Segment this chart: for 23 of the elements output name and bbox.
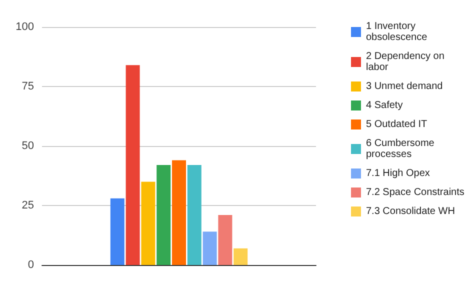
y-tick-label: 0 [28, 259, 34, 271]
legend-label: 7.1 High Opex [366, 168, 430, 179]
legend-label: 6 Cumbersome processes [366, 138, 438, 160]
y-tick-label: 50 [22, 140, 34, 152]
bar [202, 232, 217, 265]
bar [172, 160, 186, 265]
bar [126, 65, 140, 265]
bar [141, 182, 156, 265]
bar [234, 248, 248, 265]
bar [110, 198, 124, 265]
legend-label: 7.3 Consolidate WH [366, 206, 455, 217]
y-tick-label: 25 [22, 200, 34, 212]
bar [156, 165, 171, 265]
legend-label: 1 Inventory obsolescence [366, 21, 428, 43]
bar [187, 165, 202, 265]
legend-label: 3 Unmet demand [366, 81, 443, 92]
y-tick-label: 75 [22, 80, 34, 92]
legend-label: 5 Outdated IT [366, 119, 428, 130]
legend-label: 4 Safety [366, 100, 403, 111]
legend-label: 2 Dependency on labor [366, 51, 448, 73]
bar [218, 215, 232, 265]
y-tick-label: 100 [16, 21, 34, 33]
legend-label: 7.2 Space Constraints [366, 187, 464, 198]
